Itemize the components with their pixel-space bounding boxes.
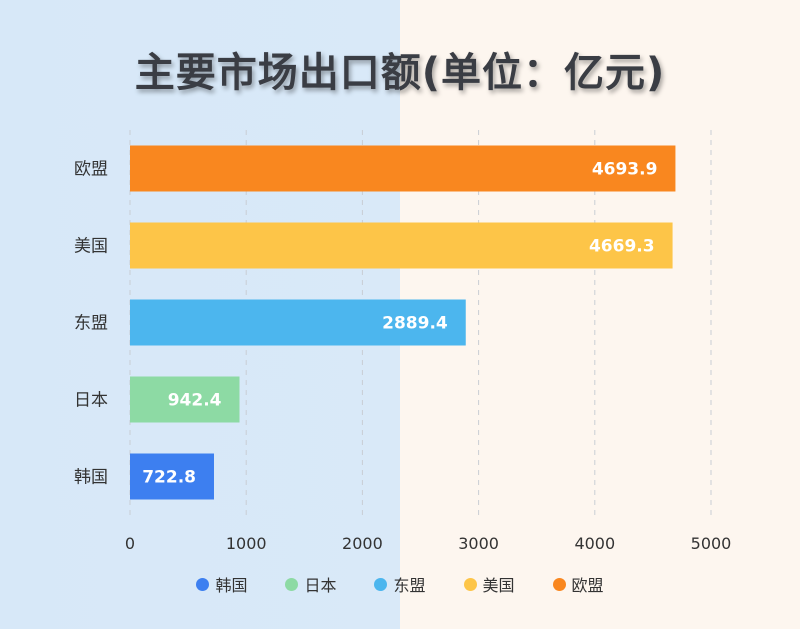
legend-item[interactable]: 东盟 <box>374 572 426 596</box>
category-labels: 韩国 日本 东盟 美国 欧盟 <box>74 160 108 488</box>
category-label: 韩国 <box>74 468 108 488</box>
legend-dot-icon <box>552 577 566 591</box>
category-label: 东盟 <box>74 314 108 334</box>
bar <box>130 376 240 423</box>
legend-label: 日本 <box>304 576 337 595</box>
bar-value-label: 4669.3 <box>589 237 655 257</box>
bars-group: 722.8 942.4 2889.4 4669.3 4693.9 <box>130 145 676 500</box>
x-tick-label: 1000 <box>226 534 267 553</box>
legend-dot-icon <box>463 577 477 591</box>
legend: 韩国 日本 东盟 美国 欧盟 <box>0 572 800 596</box>
legend-label: 欧盟 <box>571 576 604 595</box>
x-tick-label: 3000 <box>458 534 499 553</box>
x-tick-label: 5000 <box>691 534 732 553</box>
category-label: 日本 <box>74 391 108 411</box>
legend-label: 美国 <box>482 576 515 595</box>
x-tick-label: 0 <box>125 534 135 553</box>
bar-value-label: 722.8 <box>142 468 196 488</box>
legend-item[interactable]: 日本 <box>285 572 336 596</box>
bar-value-label: 942.4 <box>168 391 222 411</box>
category-label: 美国 <box>74 237 108 257</box>
legend-label: 东盟 <box>393 576 426 595</box>
chart-title: 主要市场出口额(单位：亿元) <box>134 50 666 96</box>
x-tick-label: 4000 <box>574 534 615 553</box>
category-label: 欧盟 <box>74 160 108 180</box>
legend-dot-icon <box>285 577 299 591</box>
bar <box>130 453 214 500</box>
legend-dot-icon <box>374 577 388 591</box>
bar <box>130 145 676 192</box>
bar <box>130 299 466 346</box>
x-tick-label: 2000 <box>342 534 383 553</box>
x-tick-labels: 0 1000 2000 3000 4000 5000 <box>125 534 731 553</box>
bar <box>130 222 673 269</box>
bar-value-label: 4693.9 <box>592 160 658 180</box>
legend-item[interactable]: 美国 <box>463 572 515 596</box>
legend-item[interactable]: 欧盟 <box>552 572 604 596</box>
bar-value-label: 2889.4 <box>382 314 448 334</box>
legend-item[interactable]: 韩国 <box>196 572 247 596</box>
legend-label: 韩国 <box>215 576 248 595</box>
legend-dot-icon <box>196 577 210 591</box>
